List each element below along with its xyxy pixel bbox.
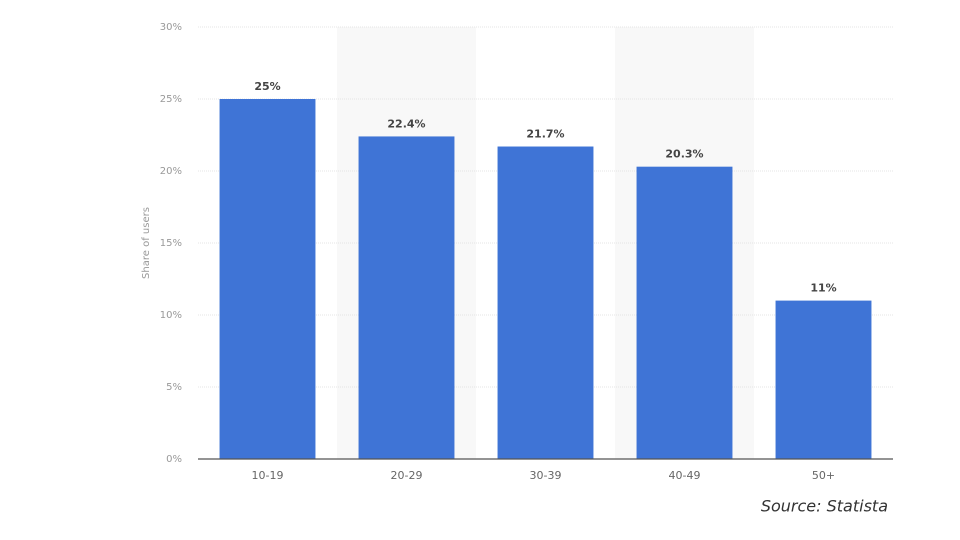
- y-tick-label: 30%: [160, 22, 182, 33]
- y-tick-label: 0%: [166, 454, 182, 465]
- source: Source: Statista: [761, 497, 888, 516]
- y-tick-label: 25%: [160, 94, 182, 105]
- bar: [358, 136, 455, 459]
- bar: [497, 146, 594, 459]
- value-label: 25%: [254, 80, 280, 93]
- x-tick-label: 10-19: [252, 469, 284, 482]
- y-tick-label: 20%: [160, 166, 182, 177]
- bar: [636, 166, 733, 459]
- value-label: 11%: [810, 282, 836, 295]
- y-tick-label: 15%: [160, 238, 182, 249]
- x-tick-label: 40-49: [669, 469, 701, 482]
- bar: [219, 99, 316, 459]
- bar: [775, 300, 872, 459]
- value-label: 21.7%: [526, 128, 564, 141]
- x-tick-label: 30-39: [530, 469, 562, 482]
- value-label: 20.3%: [665, 148, 703, 161]
- y-tick-label: 10%: [160, 310, 182, 321]
- x-tick-label: 20-29: [391, 469, 423, 482]
- y-axis-label: Share of users: [141, 207, 152, 279]
- value-label: 22.4%: [387, 117, 425, 130]
- y-tick-label: 5%: [166, 382, 182, 393]
- x-tick-label: 50+: [812, 469, 835, 482]
